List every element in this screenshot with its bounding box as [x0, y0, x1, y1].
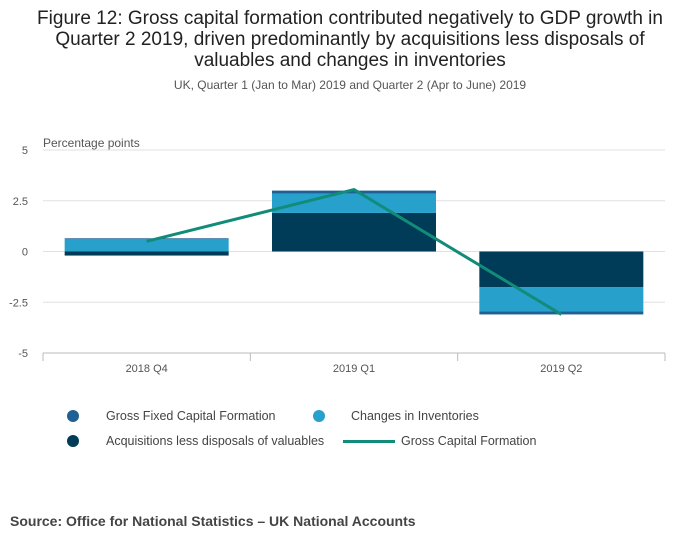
legend-item-gfcf[interactable]: Gross Fixed Capital Formation	[67, 409, 276, 423]
legend-swatch-gcf	[343, 439, 395, 443]
x-tick-label: 2019 Q2	[540, 363, 582, 375]
legend-swatch-gfcf	[67, 410, 79, 422]
bar-gross-fixed-capital-formation-2018-q4	[64, 238, 229, 240]
legend-item-gcf[interactable]: Gross Capital Formation	[343, 434, 536, 448]
bar-changes-in-inventories-2019-q2	[479, 287, 644, 312]
bar-acquisitions-less-disposals-of-valuables-2019-q2	[479, 251, 644, 288]
y-tick-label: 0	[22, 247, 28, 259]
line-gross-capital-formation	[146, 188, 563, 316]
chart-subtitle: UK, Quarter 1 (Jan to Mar) 2019 and Quar…	[173, 78, 527, 92]
legend-item-inventories[interactable]: Changes in Inventories	[313, 409, 479, 423]
bar-gross-fixed-capital-formation-2019-q1	[272, 190, 436, 194]
bar-changes-in-inventories-2018-q4	[64, 239, 229, 252]
legend-item-valuables[interactable]: Acquisitions less disposals of valuables	[67, 434, 324, 448]
legend-swatch-inventories	[313, 410, 325, 422]
x-tick-label: 2019 Q1	[333, 363, 375, 375]
chart-title: Figure 12: Gross capital formation contr…	[37, 8, 663, 71]
bar-acquisitions-less-disposals-of-valuables-2019-q1	[272, 212, 436, 252]
y-axis-label: Percentage points	[43, 136, 140, 150]
y-tick-label: 2.5	[13, 196, 28, 208]
y-tick-label: -2.5	[9, 297, 28, 309]
source-note: Source: Office for National Statistics –…	[10, 513, 416, 529]
legend-label-gcf: Gross Capital Formation	[401, 434, 537, 448]
bar-acquisitions-less-disposals-of-valuables-2018-q4	[64, 251, 229, 256]
chart-plot: 5 2.5 0 -2.5 -5 2018 Q4 2019 Q1 2019 Q2	[9, 145, 666, 375]
x-tick-label: 2018 Q4	[126, 363, 168, 375]
y-tick-label: -5	[18, 348, 28, 360]
legend-label-valuables: Acquisitions less disposals of valuables	[106, 434, 325, 448]
legend-label-inventories: Changes in Inventories	[351, 409, 479, 423]
y-tick-label: 5	[22, 145, 28, 157]
legend-swatch-valuables	[67, 435, 79, 447]
legend-label-gfcf: Gross Fixed Capital Formation	[106, 409, 276, 423]
